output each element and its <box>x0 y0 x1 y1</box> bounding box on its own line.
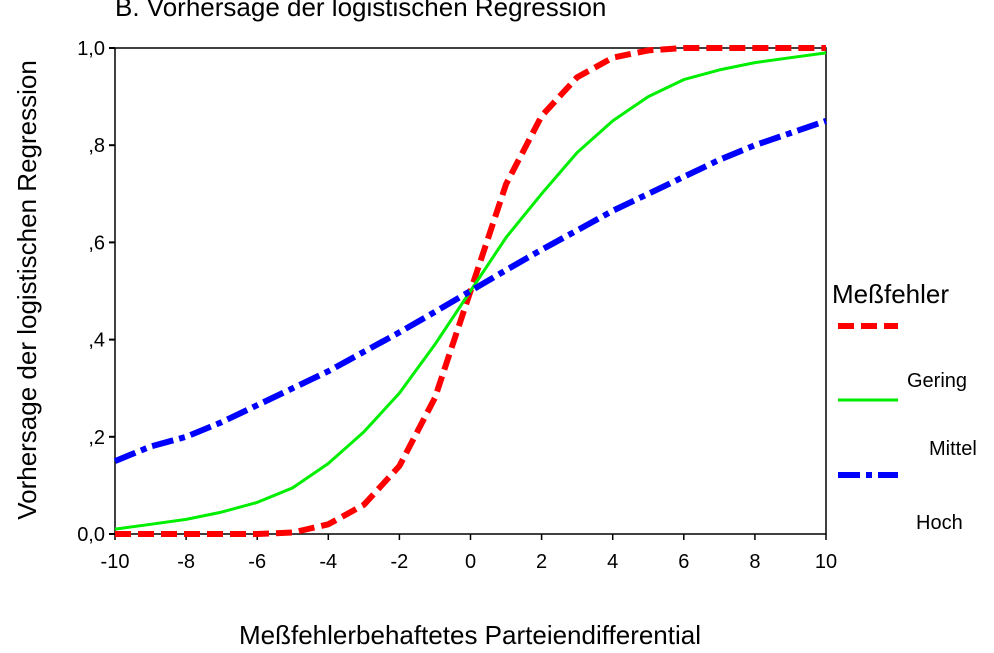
legend-label-hoch: Hoch <box>916 512 963 534</box>
x-tick-label: 4 <box>607 551 618 573</box>
y-tick-label: 1,0 <box>77 38 105 60</box>
x-tick-label: -8 <box>177 551 195 573</box>
legend-label-gering: Gering <box>907 370 967 392</box>
legend-title: Meßfehler <box>832 279 949 309</box>
y-tick-label: ,4 <box>88 330 105 352</box>
x-tick-label: -10 <box>101 551 130 573</box>
x-tick-label: -2 <box>391 551 409 573</box>
y-axis-ticks: 0,0 ,2 ,4 ,6 ,8 1,0 <box>77 38 115 546</box>
x-axis-label: Meßfehlerbehaftetes Parteiendifferential <box>239 620 701 650</box>
x-tick-label: 0 <box>465 551 476 573</box>
chart-title: B. Vorhersage der logistischen Regressio… <box>115 0 606 22</box>
y-tick-label: 0,0 <box>77 524 105 546</box>
x-tick-label: 2 <box>536 551 547 573</box>
x-tick-label: 6 <box>678 551 689 573</box>
y-tick-label: ,8 <box>88 135 105 157</box>
series-line-mittel <box>114 51 827 531</box>
y-axis-label: Vorhersage der logistischen Regression <box>12 60 42 520</box>
x-tick-label: 8 <box>749 551 760 573</box>
series-layer <box>113 45 827 537</box>
y-tick-label: ,6 <box>88 232 105 254</box>
x-axis-ticks: -10 -8 -6 -4 -2 0 2 4 6 8 10 <box>101 534 837 573</box>
legend-label-mittel: Mittel <box>929 438 977 460</box>
series-line-hoch <box>113 118 827 464</box>
x-tick-label: -6 <box>248 551 266 573</box>
x-tick-label: -4 <box>319 551 337 573</box>
y-tick-label: ,2 <box>88 427 105 449</box>
x-tick-label: 10 <box>815 551 837 573</box>
legend: Meßfehler Gering Mittel Hoch <box>832 279 977 534</box>
